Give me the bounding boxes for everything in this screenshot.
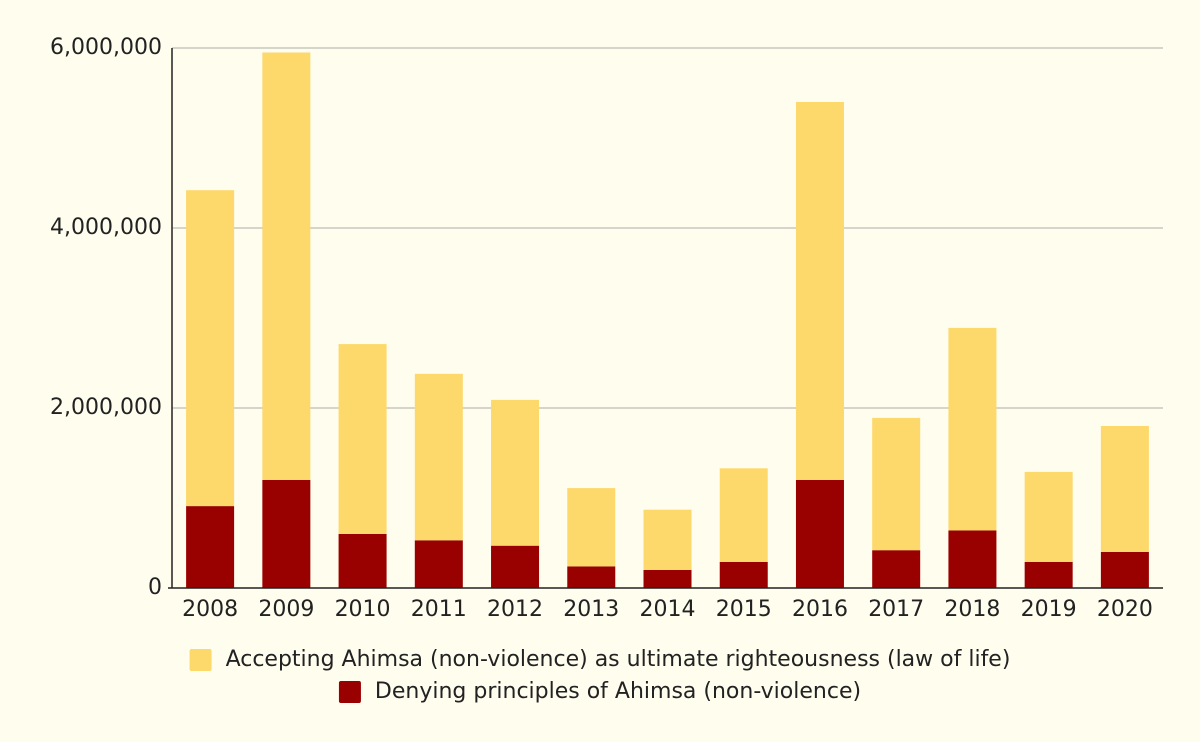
x-tick-label: 2010 bbox=[335, 597, 391, 622]
bar-segment bbox=[643, 570, 692, 588]
x-tick-label: 2017 bbox=[868, 597, 924, 622]
bar-segment bbox=[567, 488, 616, 567]
bar-segment bbox=[872, 417, 921, 551]
legend-label: Accepting Ahimsa (non-violence) as ultim… bbox=[226, 647, 1011, 672]
bar-segment bbox=[262, 480, 311, 588]
x-tick-label: 2012 bbox=[487, 597, 543, 622]
bar-segment bbox=[338, 344, 387, 534]
bar-segment bbox=[414, 540, 463, 588]
bar-segment bbox=[795, 102, 844, 480]
bar-segment bbox=[1024, 561, 1073, 588]
bar-segment bbox=[338, 534, 387, 588]
bar-segment bbox=[719, 561, 768, 588]
legend-label: Denying principles of Ahimsa (non-violen… bbox=[375, 679, 861, 704]
bar-segment bbox=[1100, 426, 1149, 552]
bar-segment bbox=[872, 550, 921, 588]
y-tick-label: 4,000,000 bbox=[50, 215, 162, 240]
bar-segment bbox=[262, 52, 311, 480]
x-tick-label: 2018 bbox=[944, 597, 1000, 622]
x-tick-label: 2013 bbox=[563, 597, 619, 622]
bar-segment bbox=[948, 530, 997, 588]
bar-segment bbox=[795, 480, 844, 588]
bar-segment bbox=[491, 399, 540, 546]
legend-swatch bbox=[189, 649, 212, 671]
bar-segment bbox=[719, 468, 768, 562]
bar-segment bbox=[491, 545, 540, 588]
bar-segment bbox=[1100, 552, 1149, 588]
bar-segment bbox=[567, 566, 616, 588]
x-tick-label: 2011 bbox=[411, 597, 467, 622]
bar-segment bbox=[186, 190, 235, 507]
y-tick-label: 0 bbox=[148, 575, 162, 600]
x-tick-label: 2015 bbox=[716, 597, 772, 622]
x-tick-label: 2016 bbox=[792, 597, 848, 622]
bar-segment bbox=[1024, 471, 1073, 562]
x-tick-label: 2009 bbox=[258, 597, 314, 622]
y-tick-label: 6,000,000 bbox=[50, 35, 162, 60]
bar-segment bbox=[414, 373, 463, 541]
bar-segment bbox=[643, 509, 692, 570]
x-tick-label: 2008 bbox=[182, 597, 238, 622]
x-tick-label: 2020 bbox=[1097, 597, 1153, 622]
x-tick-label: 2014 bbox=[640, 597, 696, 622]
y-tick-label: 2,000,000 bbox=[50, 395, 162, 420]
bar-segment bbox=[948, 327, 997, 531]
legend-swatch bbox=[338, 681, 361, 703]
x-tick-label: 2019 bbox=[1021, 597, 1077, 622]
bar-segment bbox=[186, 506, 235, 588]
